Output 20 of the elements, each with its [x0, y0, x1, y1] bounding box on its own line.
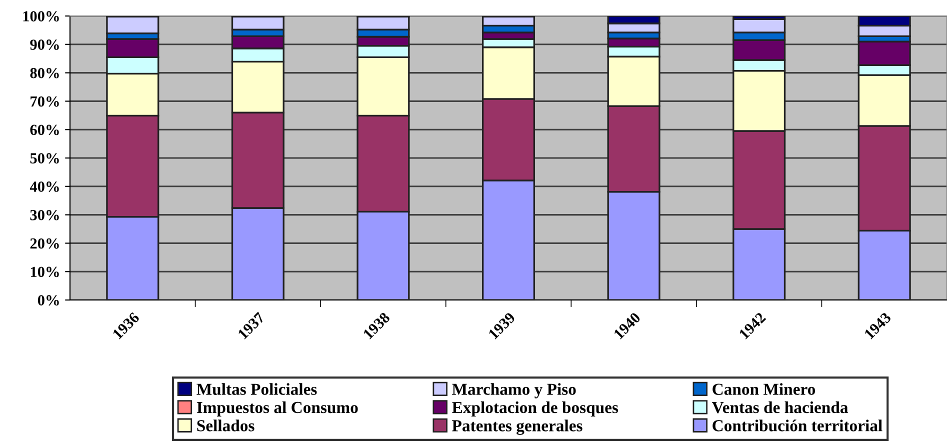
legend-label: Impuestos al Consumo	[196, 401, 358, 417]
legend-label: Multas Policiales	[196, 383, 317, 395]
legend-label: Contribución territorial	[712, 420, 882, 432]
y-tick-label: 80%	[30, 68, 59, 78]
y-tick-label: 90%	[30, 40, 59, 50]
y-tick-label: 10%	[30, 266, 59, 278]
y-tick-label: 60%	[30, 124, 59, 136]
y-tick-label: 30%	[30, 210, 59, 220]
legend-label: Sellados	[197, 420, 254, 432]
y-tick-label: 0%	[38, 295, 59, 306]
y-tick-label: 40%	[30, 182, 59, 192]
y-tick-label: 100%	[23, 11, 59, 22]
legend-label: Marchamo y Piso	[452, 383, 576, 398]
y-tick-label: 70%	[30, 96, 59, 107]
y-tick-label: 50%	[30, 153, 59, 164]
legend-label: Ventas de hacienda	[712, 401, 848, 414]
legend-label: Canon Minero	[712, 383, 816, 395]
legend-label: Explotacion de bosques	[452, 401, 618, 417]
y-tick-label: 20%	[30, 238, 59, 249]
legend-label: Patentes generales	[452, 420, 582, 435]
